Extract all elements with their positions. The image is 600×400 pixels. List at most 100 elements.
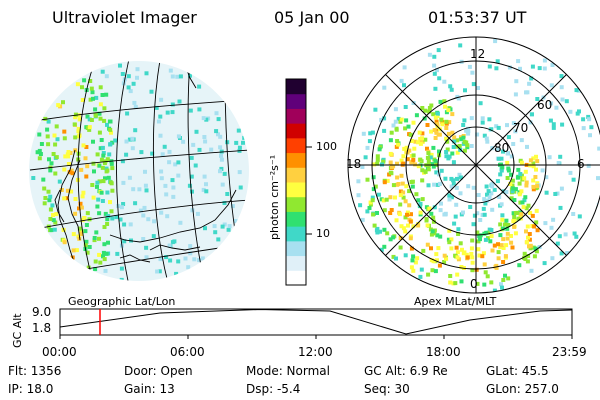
aurora-pixel (442, 253, 447, 258)
aurora-pixel (494, 124, 499, 129)
aurora-pixel (588, 133, 592, 138)
aurora-pixel (524, 90, 528, 95)
aurora-pixel (75, 82, 80, 87)
geographic-caption: Geographic Lat/Lon (68, 295, 176, 308)
aurora-pixel (201, 116, 206, 121)
aurora-pixel (162, 144, 167, 149)
aurora-pixel (432, 63, 437, 68)
aurora-pixel (219, 153, 223, 158)
aurora-pixel (109, 161, 114, 166)
aurora-pixel (358, 203, 363, 208)
aurora-pixel (433, 86, 438, 91)
aurora-pixel (109, 130, 113, 135)
aurora-pixel (222, 201, 227, 205)
aurora-pixel (356, 193, 361, 198)
aurora-pixel (375, 157, 380, 162)
aurora-pixel (202, 174, 207, 179)
aurora-pixel (37, 148, 42, 153)
aurora-pixel (407, 189, 412, 194)
aurora-pixel (443, 212, 448, 217)
aurora-pixel (426, 159, 431, 164)
aurora-pixel (495, 59, 500, 64)
aurora-pixel (396, 142, 401, 147)
aurora-pixel (525, 240, 529, 245)
aurora-pixel (437, 263, 442, 268)
aurora-pixel (408, 236, 413, 241)
aurora-pixel (219, 166, 224, 171)
aurora-pixel (586, 163, 591, 168)
aurora-pixel (498, 222, 503, 227)
aurora-pixel (398, 193, 403, 198)
aurora-pixel (70, 171, 75, 176)
aurora-pixel (384, 197, 389, 202)
aurora-pixel (131, 187, 136, 192)
aurora-pixel (407, 203, 412, 208)
aurora-pixel (108, 127, 113, 132)
aurora-pixel (118, 217, 123, 222)
aurora-pixel (119, 205, 124, 210)
aurora-pixel (71, 248, 76, 253)
aurora-pixel (433, 115, 438, 120)
aurora-pixel (526, 254, 531, 258)
aurora-pixel (440, 122, 445, 127)
aurora-pixel (397, 212, 402, 217)
aurora-pixel (527, 81, 532, 86)
aurora-pixel (176, 160, 181, 165)
aurora-pixel (201, 187, 206, 192)
aurora-pixel (512, 214, 517, 219)
aurora-pixel (420, 168, 425, 173)
aurora-pixel (37, 156, 42, 161)
aurora-pixel (188, 73, 192, 78)
aurora-pixel (105, 157, 110, 162)
aurora-pixel (432, 228, 437, 233)
xtick-0000: 00:00 (42, 345, 77, 359)
aurora-pixel (398, 202, 403, 207)
aurora-pixel (478, 101, 483, 106)
aurora-pixel (482, 262, 487, 267)
aurora-pixel (509, 154, 514, 159)
aurora-pixel (498, 233, 503, 238)
mlat-label-80: 80 (494, 141, 510, 155)
header-date: 05 Jan 00 (274, 8, 350, 27)
aurora-pixel (560, 97, 565, 102)
aurora-pixel (377, 192, 381, 197)
aurora-pixel (418, 141, 423, 146)
aurora-pixel (77, 117, 82, 122)
aurora-pixel (429, 211, 434, 216)
aurora-pixel (410, 184, 415, 189)
aurora-pixel (490, 184, 495, 189)
aurora-pixel (158, 114, 163, 119)
aurora-pixel (37, 132, 42, 137)
aurora-pixel (79, 167, 84, 172)
aurora-pixel (52, 133, 57, 138)
aurora-pixel (163, 183, 168, 188)
aurora-pixel (399, 173, 404, 178)
aurora-pixel (83, 229, 88, 234)
aurora-pixel (100, 69, 105, 74)
aurora-pixel (119, 266, 124, 271)
aurora-pixel (571, 212, 576, 216)
aurora-pixel (381, 198, 386, 203)
aurora-pixel (433, 136, 438, 140)
aurora-pixel (470, 268, 475, 273)
aurora-pixel (401, 161, 406, 166)
aurora-pixel (433, 159, 438, 164)
aurora-pixel (46, 119, 51, 124)
aurora-pixel (379, 247, 384, 252)
aurora-pixel (214, 111, 219, 116)
aurora-pixel (371, 175, 376, 180)
aurora-pixel (544, 175, 549, 180)
aurora-pixel (460, 247, 464, 252)
aurora-pixel (528, 158, 533, 163)
mlat-label-70: 70 (513, 121, 529, 135)
aurora-pixel (382, 85, 387, 90)
aurora-pixel (218, 134, 223, 139)
aurora-pixel (506, 223, 511, 227)
aurora-pixel (572, 231, 577, 236)
aurora-pixel (420, 136, 424, 141)
xtick-0600: 06:00 (170, 345, 205, 359)
aurora-pixel (501, 278, 506, 282)
aurora-pixel (406, 124, 411, 129)
aurora-pixel (414, 113, 419, 118)
aurora-pixel (512, 198, 517, 202)
